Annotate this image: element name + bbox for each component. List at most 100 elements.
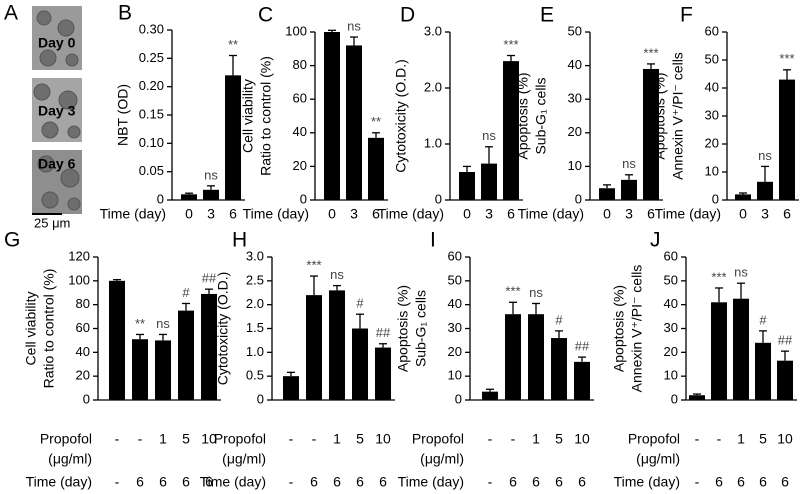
bar (505, 314, 521, 400)
image-label: Day 3 (38, 103, 76, 119)
y-tick-label: 0 (671, 391, 678, 406)
bar (324, 32, 340, 200)
y-axis-label: Apoptosis (%) (395, 285, 411, 372)
y-tick-label: 0 (257, 391, 264, 406)
bar-chart: B 0 0.05 0.10 0.15 0.20 0.25 0.30 NBT (OD) 0 ns 3 **… (100, 2, 245, 222)
y-tick-label: 0 (435, 191, 442, 206)
bar-chart: J 0 10 20 30 40 50 60 Apoptosis (%) Annexin V⁺/PI… (611, 229, 797, 490)
y-tick-label: 1.0 (246, 344, 264, 359)
significance-label: ns (204, 167, 218, 182)
x-tick-label: 3 (485, 206, 493, 222)
y-axis-label: Ratio to control (%) (41, 269, 57, 389)
significance-label: ## (778, 333, 793, 348)
significance-label: ## (376, 325, 391, 340)
significance-label: # (555, 312, 563, 327)
bar (574, 361, 590, 400)
bar (689, 395, 705, 400)
y-tick-label: 0 (157, 191, 164, 206)
bar (203, 189, 219, 200)
significance-label: ns (330, 267, 344, 282)
y-tick-label: 20 (448, 344, 462, 359)
significance-label: *** (643, 45, 658, 60)
x-tick-label: 1 (159, 431, 167, 447)
x-tick-label: 3 (207, 206, 215, 222)
scale-bar-label: 25 μm (34, 215, 70, 230)
significance-label: ** (135, 316, 145, 331)
significance-label: ** (371, 114, 381, 129)
bar (346, 45, 362, 200)
y-tick-label: 50 (568, 23, 582, 38)
image-label: Day 6 (38, 156, 76, 172)
y-tick-label: 100 (68, 272, 90, 287)
bar (757, 181, 773, 200)
x-tick-label: 6 (783, 206, 791, 222)
y-tick-label: 3.0 (424, 23, 442, 38)
significance-label: ## (202, 271, 217, 286)
y-tick-label: 10 (568, 158, 582, 173)
significance-label: *** (505, 284, 520, 299)
x-tick-label: 3 (625, 206, 633, 222)
time-label: 6 (333, 474, 341, 490)
x-tick-label: - (312, 431, 317, 447)
bar-chart: G 0 20 40 60 80 100 120 Cell viability Ratio to c… (4, 229, 221, 490)
time-label: 6 (715, 474, 723, 490)
x-tick-label: 6 (372, 206, 380, 222)
bar-chart: D 0 1.0 2.0 3.0 Cytotoxicity (O.D.) 0 ns 3 *** 6 Ti… (378, 4, 523, 222)
y-tick-label: 20 (293, 158, 307, 173)
x-axis-label: Time (day) (614, 474, 680, 490)
bar (459, 172, 475, 200)
significance-label: # (356, 296, 364, 311)
significance-label: ns (156, 316, 170, 331)
y-tick-label: 0.15 (139, 106, 164, 121)
y-tick-label: 40 (664, 296, 678, 311)
x-tick-label: 0 (463, 206, 471, 222)
significance-label: ns (482, 128, 496, 143)
bar (109, 280, 125, 400)
x-tick-label: 5 (356, 431, 364, 447)
y-tick-label: 30 (568, 91, 582, 106)
panel-letter: A (4, 2, 18, 25)
x-tick-label: 10 (777, 431, 793, 447)
significance-label: ns (622, 156, 636, 171)
x-tick-label: 1 (532, 431, 540, 447)
y-tick-label: 60 (293, 91, 307, 106)
x-axis-label: Time (day) (378, 206, 444, 222)
significance-label: # (759, 312, 767, 327)
bar (551, 338, 567, 400)
y-axis-label: NBT (OD) (115, 84, 131, 146)
y-tick-label: 0.20 (139, 78, 164, 93)
y-tick-label: 0 (83, 391, 90, 406)
x-tick-label: 5 (182, 431, 190, 447)
y-tick-label: 30 (448, 320, 462, 335)
x-tick-label: 3 (350, 206, 358, 222)
y-tick-label: 0.25 (139, 50, 164, 65)
bar (283, 376, 299, 400)
bar (481, 163, 497, 200)
y-tick-label: 2.5 (246, 272, 264, 287)
x-axis-label: Propofol (40, 431, 92, 447)
bar (155, 340, 171, 400)
y-axis-label: Annexin V⁺/PI⁻ cells (629, 265, 645, 393)
significance-label: ns (734, 265, 748, 280)
y-tick-label: 0 (300, 191, 307, 206)
panel-letter: E (540, 4, 554, 27)
significance-label: *** (779, 51, 794, 66)
x-axis-label: Time (day) (26, 474, 92, 490)
y-tick-label: 0.30 (139, 21, 164, 36)
bar (755, 342, 771, 400)
y-tick-label: 0.05 (139, 163, 164, 178)
bar (375, 347, 391, 400)
y-tick-label: 20 (76, 368, 90, 383)
time-label: 6 (205, 474, 213, 490)
bar (643, 68, 659, 201)
x-tick-label: 10 (375, 431, 391, 447)
bar (178, 310, 194, 400)
y-tick-label: 120 (68, 248, 90, 263)
y-axis-label: Cell viability (240, 79, 256, 153)
bar-chart: H 0 0.5 1.0 1.5 2.0 2.5 3.0 Cytotoxicity (O.D.) -… (200, 229, 395, 490)
bar (368, 137, 384, 200)
y-tick-label: 20 (568, 124, 582, 139)
y-tick-label: 100 (285, 23, 307, 38)
bar (482, 391, 498, 400)
significance-label: *** (306, 258, 321, 273)
